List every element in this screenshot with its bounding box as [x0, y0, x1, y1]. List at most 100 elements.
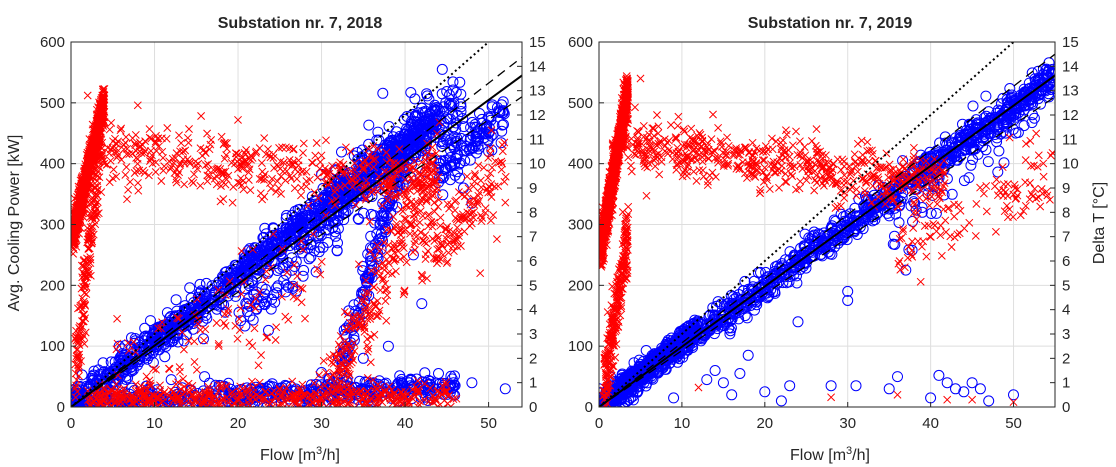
cooling-power-point	[236, 398, 248, 407]
delta-t-point	[99, 85, 108, 94]
cooling-power-point	[251, 303, 263, 315]
y-tick-label-right: 11	[529, 131, 545, 148]
cooling-power-point	[194, 278, 206, 290]
y-tick-label-right: 4	[529, 302, 537, 319]
cooling-power-point	[466, 377, 478, 389]
cooling-power-point	[407, 249, 419, 261]
cooling-power-point	[451, 153, 463, 165]
delta-t-point	[71, 239, 78, 248]
delta-t-point	[81, 187, 90, 195]
delta-t-point	[100, 159, 109, 168]
cooling-power-point	[305, 238, 317, 250]
cooling-power-point	[382, 340, 394, 352]
cooling-power-point	[377, 197, 389, 209]
cooling-power-point	[339, 169, 351, 181]
y-tick-label-right: 12	[529, 107, 546, 124]
cooling-power-point	[383, 121, 395, 132]
cooling-power-point	[359, 272, 371, 284]
cooling-power-point	[165, 374, 177, 386]
y-tick-label-right: 14	[529, 58, 546, 75]
delta-t-point	[80, 310, 89, 319]
cooling-power-point	[497, 105, 509, 117]
delta-t-point	[80, 289, 89, 297]
delta-t-point	[72, 336, 81, 345]
cooling-power-point	[441, 86, 453, 97]
delta-t-point	[272, 187, 281, 196]
cooling-power-point	[126, 332, 137, 344]
cooling-power-point	[460, 144, 472, 156]
cooling-power-point	[229, 259, 241, 271]
x-axis-label-2018: Flow [m3/h]	[260, 445, 340, 464]
cooling-power-point	[427, 105, 438, 117]
cooling-power-point	[372, 126, 384, 138]
delta-t-point	[76, 216, 85, 225]
cooling-power-point	[254, 264, 265, 276]
cooling-power-point	[120, 373, 132, 385]
delta-t-point	[73, 387, 82, 396]
cooling-power-point	[260, 228, 272, 240]
cooling-power-point	[267, 222, 279, 234]
delta-t-point	[73, 353, 82, 362]
cooling-power-point	[377, 87, 389, 99]
cooling-power-point	[452, 166, 464, 178]
cooling-power-point	[160, 333, 172, 345]
delta-t-point	[80, 279, 89, 288]
delta-t-point	[217, 182, 225, 190]
delta-t-point	[75, 371, 83, 380]
cooling-power-point	[370, 177, 382, 189]
delta-t-point	[130, 139, 139, 148]
cooling-power-point	[332, 237, 343, 249]
cooling-power-point	[375, 209, 387, 221]
cooling-power-point	[157, 327, 169, 339]
delta-t-point	[74, 196, 82, 205]
chart-title-2018: Substation nr. 7, 2018	[218, 15, 383, 32]
cooling-power-point	[328, 208, 340, 220]
delta-t-point	[71, 384, 80, 393]
delta-t-point	[84, 244, 93, 253]
cooling-power-point	[436, 63, 448, 75]
y-tick-label-right: 2	[529, 350, 537, 367]
delta-t-point	[94, 144, 103, 153]
cooling-power-point	[292, 213, 304, 225]
cooling-power-point	[437, 189, 449, 201]
delta-t-point	[83, 160, 92, 169]
delta-t-point	[278, 143, 286, 152]
y-tick-label-right: 0	[529, 399, 537, 416]
cooling-power-point	[339, 343, 351, 355]
cooling-power-point	[441, 112, 453, 124]
cooling-power-point	[376, 232, 388, 244]
cooling-power-point	[170, 294, 182, 306]
cooling-power-point	[250, 248, 262, 259]
delta-t-point	[275, 144, 284, 152]
cooling-power-point	[447, 76, 459, 88]
y-tick-label-right: 13	[529, 83, 546, 100]
y-tick-label-right: 5	[529, 277, 537, 294]
cooling-power-point	[369, 152, 381, 164]
cooling-power-point	[439, 154, 451, 166]
cooling-power-point	[331, 245, 343, 257]
cooling-power-point	[213, 300, 225, 312]
cooling-power-point	[280, 279, 292, 291]
cooling-power-point	[217, 275, 229, 287]
cooling-power-point	[292, 225, 304, 237]
delta-t-point	[79, 332, 88, 341]
delta-t-point	[71, 236, 79, 245]
cooling-power-point	[348, 334, 360, 346]
cooling-power-point	[495, 137, 507, 149]
cooling-power-point	[339, 328, 351, 340]
y-tick-label-left: 400	[40, 156, 65, 173]
cooling-power-point	[454, 76, 466, 88]
delta-t-point	[80, 270, 89, 279]
delta-t-point	[95, 135, 104, 144]
cooling-power-point	[486, 101, 498, 113]
delta-t-point	[75, 200, 84, 209]
cooling-power-point	[466, 142, 478, 154]
cooling-power-point	[188, 302, 200, 314]
delta-t-point	[97, 136, 106, 144]
x-tick-label: 40	[397, 415, 414, 432]
delta-t-point	[77, 261, 86, 270]
cooling-power-point	[348, 299, 360, 311]
delta-t-point	[105, 178, 114, 187]
cooling-power-point	[240, 297, 252, 309]
cooling-power-point	[284, 240, 296, 252]
